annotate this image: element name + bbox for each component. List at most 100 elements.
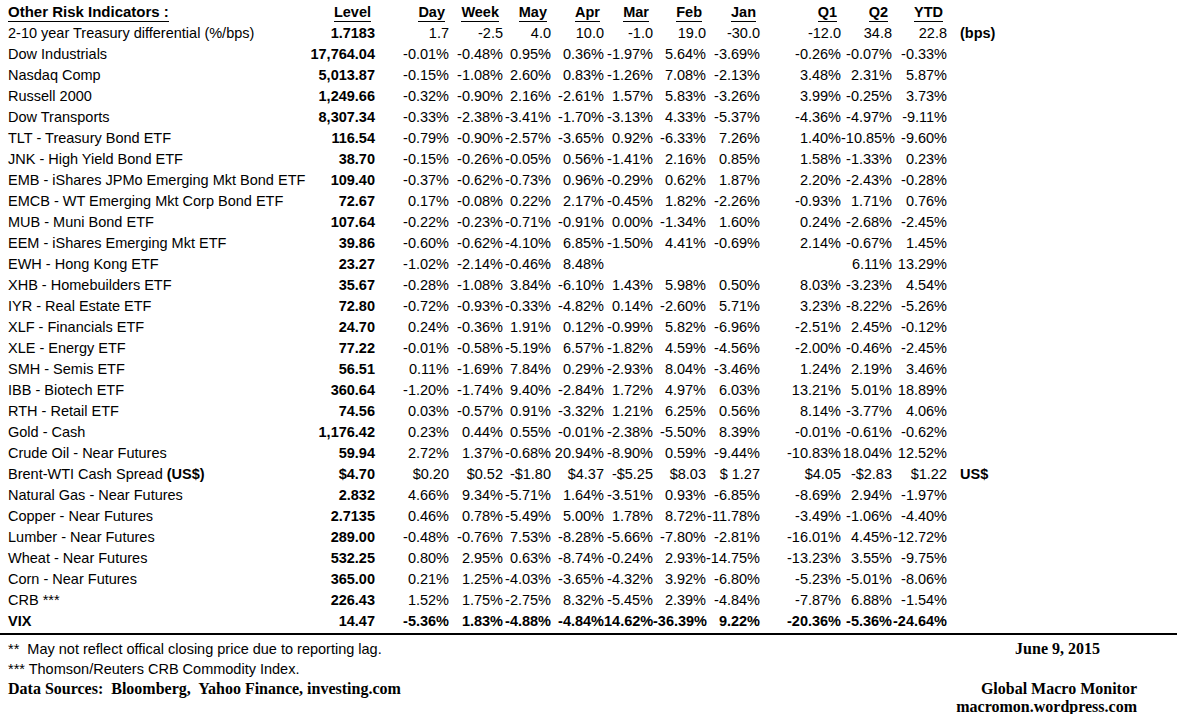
row-note — [947, 359, 1177, 380]
cell-value: 5.83% — [653, 86, 706, 107]
row-note — [947, 611, 1177, 632]
row-label: JNK - High Yield Bond ETF — [0, 149, 306, 170]
col-header-jan: Jan — [706, 2, 760, 23]
row-note — [947, 401, 1177, 422]
cell-value: 1.75% — [449, 590, 503, 611]
cell-value: 0.23% — [375, 422, 449, 443]
level-value: 109.40 — [306, 170, 375, 191]
table-row: SMH - Semis ETF56.510.11%-1.69%7.84%0.29… — [0, 359, 1177, 380]
cell-value: -0.32% — [375, 86, 449, 107]
level-value: 226.43 — [306, 590, 375, 611]
level-value: 77.22 — [306, 338, 375, 359]
cell-value: -3.46% — [706, 359, 760, 380]
cell-value: -0.15% — [375, 65, 449, 86]
row-note — [947, 128, 1177, 149]
table-row: EMB - iShares JPMo Emerging Mkt Bond ETF… — [0, 170, 1177, 191]
cell-value: -3.32% — [551, 401, 604, 422]
cell-value: 1.82% — [653, 191, 706, 212]
cell-value: -1.08% — [449, 65, 503, 86]
row-note — [947, 590, 1177, 611]
cell-value: 9.34% — [449, 485, 503, 506]
cell-value: 5.00% — [551, 506, 604, 527]
level-value: 72.67 — [306, 191, 375, 212]
cell-value: 2.94% — [841, 485, 892, 506]
cell-value: -1.34% — [653, 212, 706, 233]
cell-value: -$2.83 — [841, 464, 892, 485]
cell-value: -1.97% — [892, 485, 947, 506]
cell-value: $0.20 — [375, 464, 449, 485]
col-header-note — [947, 2, 1177, 23]
cell-value: -4.84% — [551, 611, 604, 632]
cell-value: 13.21% — [760, 380, 841, 401]
cell-value: 0.23% — [892, 149, 947, 170]
cell-value: 9.22% — [706, 611, 760, 632]
cell-value: 2.93% — [653, 548, 706, 569]
cell-value: 2.19% — [841, 359, 892, 380]
level-value: 5,013.87 — [306, 65, 375, 86]
cell-value: -8.74% — [551, 548, 604, 569]
cell-value: -8.90% — [604, 443, 653, 464]
row-note — [947, 212, 1177, 233]
cell-value: -7.80% — [653, 527, 706, 548]
row-note — [947, 422, 1177, 443]
cell-value: -1.20% — [375, 380, 449, 401]
level-value: 1,249.66 — [306, 86, 375, 107]
page-title: Other Risk Indicators : — [8, 4, 169, 22]
row-note — [947, 254, 1177, 275]
cell-value: $0.52 — [449, 464, 503, 485]
row-label: EMB - iShares JPMo Emerging Mkt Bond ETF — [0, 170, 306, 191]
cell-value: 1.78% — [604, 506, 653, 527]
cell-value: -1.74% — [449, 380, 503, 401]
row-label: XLF - Financials ETF — [0, 317, 306, 338]
cell-value: -0.28% — [375, 275, 449, 296]
cell-value: -13.23% — [760, 548, 841, 569]
cell-value: -8.22% — [841, 296, 892, 317]
cell-value: -1.0 — [604, 23, 653, 44]
cell-value: 0.36% — [551, 44, 604, 65]
cell-value: 5.64% — [653, 44, 706, 65]
cell-value: -3.26% — [706, 86, 760, 107]
table-row: Gold - Cash1,176.420.23%0.44%0.55%-0.01%… — [0, 422, 1177, 443]
cell-value: -1.26% — [604, 65, 653, 86]
cell-value: 3.55% — [841, 548, 892, 569]
cell-value: -2.57% — [503, 128, 551, 149]
cell-value: -9.11% — [892, 107, 947, 128]
cell-value: -5.36% — [841, 611, 892, 632]
cell-value: -0.23% — [449, 212, 503, 233]
row-label: Wheat - Near Futures — [0, 548, 306, 569]
row-label: Brent-WTI Cash Spread (US$) — [0, 464, 306, 485]
cell-value: 8.72% — [653, 506, 706, 527]
cell-value: 0.91% — [503, 401, 551, 422]
cell-value: 2.45% — [841, 317, 892, 338]
cell-value: -0.01% — [760, 422, 841, 443]
cell-value: 13.29% — [892, 254, 947, 275]
cell-value: -0.01% — [551, 422, 604, 443]
row-note — [947, 569, 1177, 590]
cell-value: -5.26% — [892, 296, 947, 317]
cell-value: 2.60% — [503, 65, 551, 86]
cell-value: 18.04% — [841, 443, 892, 464]
cell-value: -4.82% — [551, 296, 604, 317]
row-note — [947, 296, 1177, 317]
cell-value: -4.10% — [503, 233, 551, 254]
cell-value: 0.76% — [892, 191, 947, 212]
cell-value: -0.46% — [841, 338, 892, 359]
cell-value: 3.84% — [503, 275, 551, 296]
table-row: Dow Industrials17,764.04-0.01%-0.48%0.95… — [0, 44, 1177, 65]
cell-value: 0.24% — [760, 212, 841, 233]
table-row: JNK - High Yield Bond ETF38.70-0.15%-0.2… — [0, 149, 1177, 170]
cell-value: -$5.25 — [604, 464, 653, 485]
cell-value: -2.13% — [706, 65, 760, 86]
col-header-week: Week — [449, 2, 503, 23]
cell-value: -4.88% — [503, 611, 551, 632]
cell-value: -3.65% — [551, 128, 604, 149]
col-header-mar: Mar — [604, 2, 653, 23]
row-note — [947, 275, 1177, 296]
cell-value: -0.05% — [503, 149, 551, 170]
row-label: XHB - Homebuilders ETF — [0, 275, 306, 296]
cell-value: 1.72% — [604, 380, 653, 401]
cell-value: 4.45% — [841, 527, 892, 548]
level-value: 1.7183 — [306, 23, 375, 44]
cell-value: -2.38% — [449, 107, 503, 128]
cell-value: -5.66% — [604, 527, 653, 548]
